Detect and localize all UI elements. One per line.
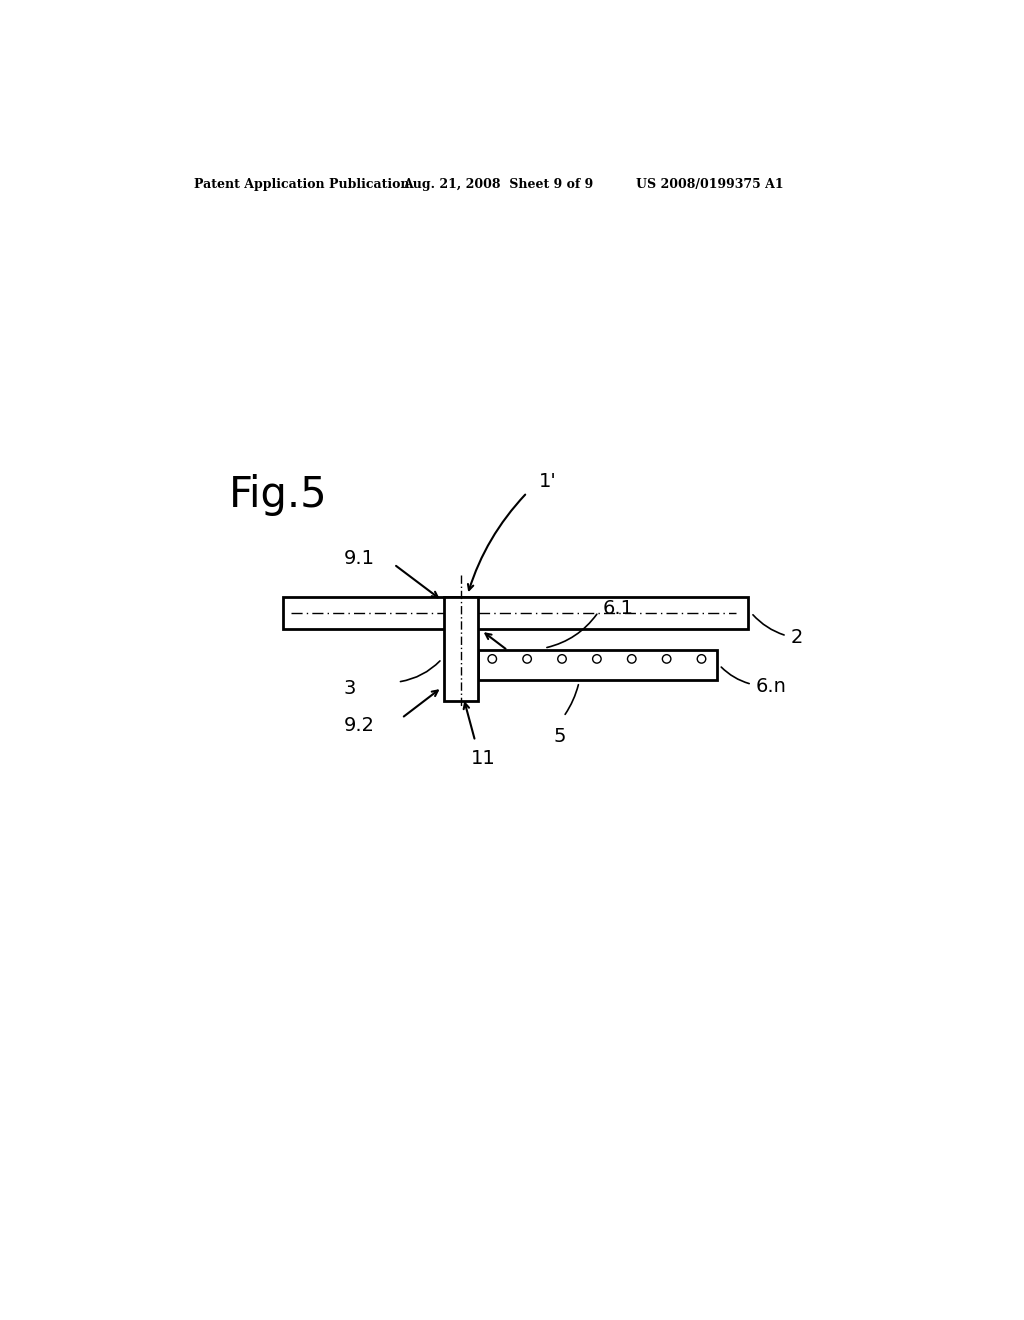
Text: 9.2: 9.2 — [343, 717, 375, 735]
Text: Aug. 21, 2008  Sheet 9 of 9: Aug. 21, 2008 Sheet 9 of 9 — [403, 178, 593, 190]
Text: 9.1: 9.1 — [343, 549, 375, 568]
Text: 2: 2 — [791, 628, 803, 647]
Text: 3: 3 — [343, 678, 355, 698]
Circle shape — [697, 655, 706, 663]
Bar — [283, 597, 748, 628]
Text: 1: 1 — [532, 661, 542, 676]
Circle shape — [663, 655, 671, 663]
Text: US 2008/0199375 A1: US 2008/0199375 A1 — [636, 178, 783, 190]
Circle shape — [558, 655, 566, 663]
Text: 5: 5 — [553, 727, 566, 746]
Circle shape — [628, 655, 636, 663]
Text: α: α — [509, 653, 525, 677]
Circle shape — [593, 655, 601, 663]
Text: 6.n: 6.n — [756, 677, 786, 696]
Text: 6.1: 6.1 — [602, 598, 633, 618]
Circle shape — [488, 655, 497, 663]
Circle shape — [523, 655, 531, 663]
Text: Fig.5: Fig.5 — [228, 474, 328, 516]
Bar — [478, 651, 717, 680]
Bar — [444, 597, 478, 701]
Text: Patent Application Publication: Patent Application Publication — [194, 178, 410, 190]
Text: 1': 1' — [539, 471, 556, 491]
Text: 11: 11 — [471, 748, 496, 768]
